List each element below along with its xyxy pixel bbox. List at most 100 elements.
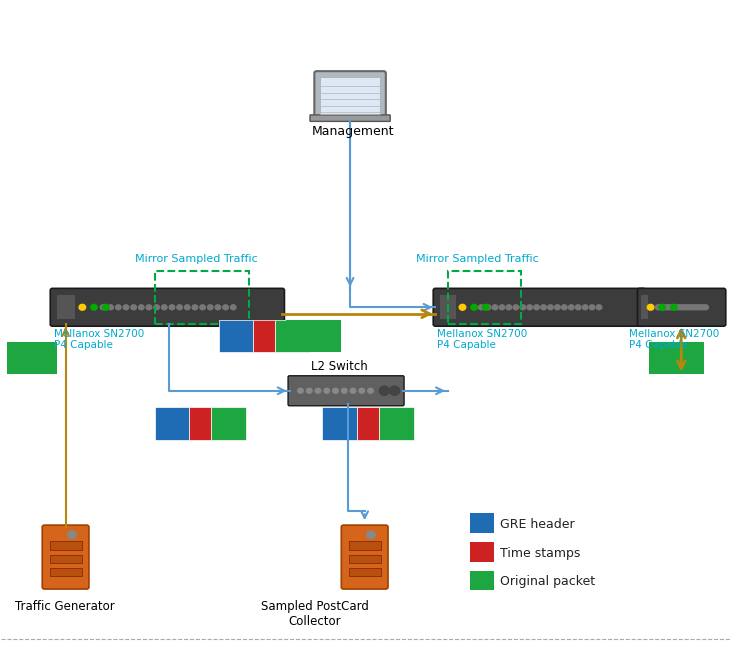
Text: Mellanox SN2700
P4 Capable: Mellanox SN2700 P4 Capable <box>628 329 719 350</box>
Bar <box>154 271 249 324</box>
Bar <box>349 542 381 550</box>
Text: Mirror Sampled Traffic: Mirror Sampled Traffic <box>135 253 257 263</box>
Circle shape <box>146 305 151 310</box>
Circle shape <box>200 305 206 310</box>
Bar <box>50 542 82 550</box>
Bar <box>7 342 57 375</box>
Bar <box>286 320 341 352</box>
Circle shape <box>332 388 338 393</box>
Circle shape <box>568 305 574 310</box>
FancyBboxPatch shape <box>315 71 386 119</box>
Bar <box>50 555 82 563</box>
Circle shape <box>471 305 477 310</box>
Text: Time stamps: Time stamps <box>500 547 581 559</box>
Circle shape <box>548 305 554 310</box>
Circle shape <box>359 388 364 393</box>
Circle shape <box>520 305 525 310</box>
Bar <box>211 407 246 440</box>
Circle shape <box>324 388 329 393</box>
Circle shape <box>459 305 466 310</box>
Circle shape <box>162 305 167 310</box>
Circle shape <box>647 305 654 310</box>
Circle shape <box>692 305 697 310</box>
Bar <box>641 295 648 319</box>
Circle shape <box>575 305 581 310</box>
Circle shape <box>68 531 76 539</box>
Circle shape <box>683 305 689 310</box>
Circle shape <box>298 388 303 393</box>
Circle shape <box>589 305 595 310</box>
FancyBboxPatch shape <box>310 115 390 121</box>
Circle shape <box>658 305 663 310</box>
FancyBboxPatch shape <box>42 525 89 589</box>
Text: Mellanox SN2700
P4 Capable: Mellanox SN2700 P4 Capable <box>437 329 527 350</box>
Circle shape <box>482 305 489 310</box>
Bar <box>254 320 275 352</box>
Circle shape <box>102 305 109 310</box>
Circle shape <box>208 305 213 310</box>
Bar <box>649 342 704 375</box>
Circle shape <box>379 386 390 396</box>
Circle shape <box>659 305 666 310</box>
Bar <box>349 568 381 576</box>
Circle shape <box>671 305 677 310</box>
Circle shape <box>695 305 700 310</box>
Circle shape <box>703 305 709 310</box>
Bar <box>57 295 76 319</box>
Circle shape <box>100 305 106 310</box>
FancyBboxPatch shape <box>50 288 284 326</box>
Circle shape <box>533 305 539 310</box>
Bar <box>50 568 82 576</box>
Bar <box>448 271 521 324</box>
Circle shape <box>666 305 672 310</box>
Circle shape <box>675 305 680 310</box>
Bar <box>470 542 493 561</box>
Circle shape <box>499 305 505 310</box>
Circle shape <box>154 305 160 310</box>
Circle shape <box>139 305 144 310</box>
Circle shape <box>116 305 121 310</box>
Circle shape <box>669 305 675 310</box>
Circle shape <box>306 388 312 393</box>
Circle shape <box>697 305 703 310</box>
Circle shape <box>185 305 190 310</box>
Circle shape <box>315 388 321 393</box>
Bar <box>470 571 493 590</box>
Bar <box>275 320 310 352</box>
Circle shape <box>367 531 375 539</box>
Text: Original packet: Original packet <box>500 575 596 588</box>
Circle shape <box>350 388 355 393</box>
Circle shape <box>131 305 137 310</box>
Circle shape <box>664 305 669 310</box>
Bar <box>322 407 357 440</box>
Circle shape <box>79 305 85 310</box>
Circle shape <box>541 305 546 310</box>
Circle shape <box>562 305 567 310</box>
Bar <box>357 407 379 440</box>
Circle shape <box>192 305 197 310</box>
Circle shape <box>661 305 666 310</box>
Bar <box>379 407 413 440</box>
Circle shape <box>527 305 533 310</box>
Circle shape <box>672 305 677 310</box>
Text: GRE header: GRE header <box>500 518 575 531</box>
Text: L2 Switch: L2 Switch <box>311 360 367 373</box>
Text: Traffic Generator: Traffic Generator <box>15 600 114 613</box>
Circle shape <box>582 305 588 310</box>
Circle shape <box>680 305 686 310</box>
Circle shape <box>513 305 519 310</box>
Circle shape <box>554 305 560 310</box>
FancyBboxPatch shape <box>433 288 646 326</box>
Circle shape <box>215 305 220 310</box>
Bar <box>439 295 456 319</box>
Circle shape <box>686 305 692 310</box>
Circle shape <box>341 388 347 393</box>
Bar <box>349 555 381 563</box>
Circle shape <box>108 305 114 310</box>
Circle shape <box>700 305 706 310</box>
Text: Management: Management <box>312 125 395 138</box>
FancyBboxPatch shape <box>341 525 388 589</box>
Text: Mirror Sampled Traffic: Mirror Sampled Traffic <box>416 253 539 263</box>
Circle shape <box>506 305 512 310</box>
Circle shape <box>169 305 174 310</box>
